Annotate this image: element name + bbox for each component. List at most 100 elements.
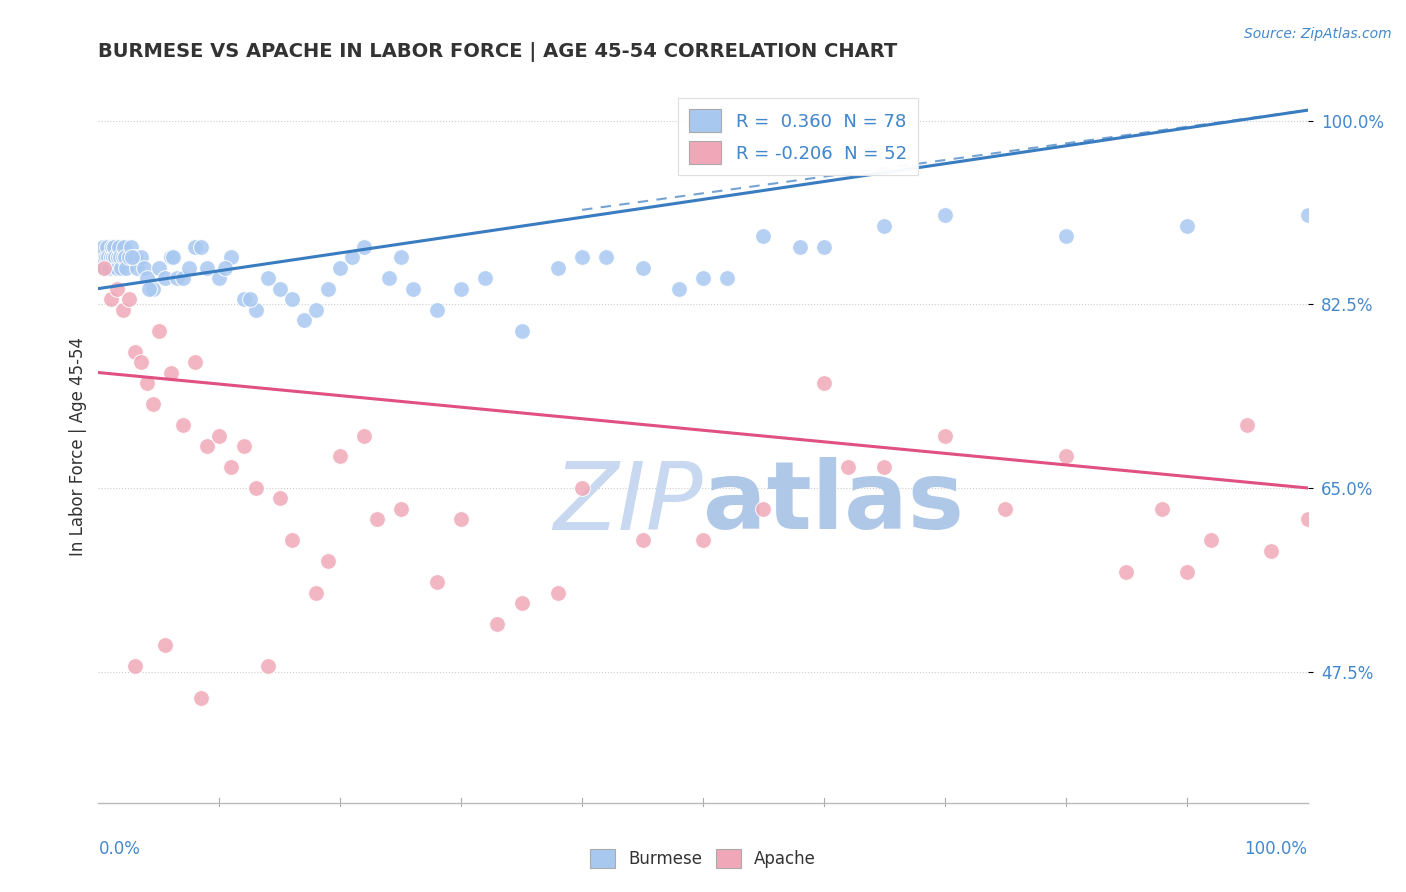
Point <box>124 344 146 359</box>
Text: BURMESE VS APACHE IN LABOR FORCE | AGE 45-54 CORRELATION CHART: BURMESE VS APACHE IN LABOR FORCE | AGE 4… <box>98 43 897 62</box>
Point <box>269 282 291 296</box>
Text: 0.0%: 0.0% <box>98 839 141 857</box>
Point <box>353 239 375 253</box>
Point <box>142 282 165 296</box>
Point <box>789 239 811 253</box>
Point <box>631 260 654 275</box>
Point <box>752 502 775 516</box>
Point <box>121 250 143 264</box>
Point <box>93 260 115 275</box>
Point <box>118 250 141 264</box>
Point <box>1115 565 1137 579</box>
Point <box>342 250 364 264</box>
Point <box>118 292 141 306</box>
Point <box>873 460 896 475</box>
Point <box>813 239 835 253</box>
Point <box>97 250 120 264</box>
Point <box>214 260 236 275</box>
Text: ZIP: ZIP <box>554 458 703 549</box>
Text: atlas: atlas <box>703 457 965 549</box>
Point <box>934 428 956 442</box>
Point <box>100 292 122 306</box>
Point <box>934 208 956 222</box>
Point <box>195 260 218 275</box>
Point <box>91 250 114 264</box>
Point <box>547 260 569 275</box>
Point <box>221 460 243 475</box>
Point <box>510 596 533 610</box>
Point <box>305 586 328 600</box>
Point <box>389 502 412 516</box>
Point <box>172 271 194 285</box>
Point <box>160 250 183 264</box>
Point <box>316 554 339 568</box>
Point <box>232 439 254 453</box>
Point <box>134 260 156 275</box>
Point <box>1236 417 1258 432</box>
Point <box>162 250 184 264</box>
Point <box>135 271 157 285</box>
Point <box>184 355 207 369</box>
Point <box>245 302 267 317</box>
Point <box>124 250 146 264</box>
Point <box>389 250 412 264</box>
Point <box>208 271 231 285</box>
Point <box>101 250 124 264</box>
Point <box>112 239 135 253</box>
Point <box>752 229 775 244</box>
Y-axis label: In Labor Force | Age 45-54: In Labor Force | Age 45-54 <box>69 336 87 556</box>
Point <box>184 239 207 253</box>
Point <box>103 239 125 253</box>
Legend: R =  0.360  N = 78, R = -0.206  N = 52: R = 0.360 N = 78, R = -0.206 N = 52 <box>678 98 918 176</box>
Point <box>166 271 188 285</box>
Point <box>813 376 835 390</box>
Point <box>153 271 176 285</box>
Point <box>148 260 170 275</box>
Point <box>353 428 375 442</box>
Point <box>160 366 183 380</box>
Point <box>595 250 617 264</box>
Point <box>547 586 569 600</box>
Point <box>716 271 738 285</box>
Point <box>245 481 267 495</box>
Point <box>256 659 278 673</box>
Point <box>148 324 170 338</box>
Point <box>571 481 593 495</box>
Point <box>450 512 472 526</box>
Point <box>1296 208 1319 222</box>
Point <box>366 512 388 526</box>
Point <box>256 271 278 285</box>
Point <box>1175 219 1198 233</box>
Point <box>692 533 714 548</box>
Point <box>1260 544 1282 558</box>
Point <box>114 250 136 264</box>
Point <box>426 302 449 317</box>
Point <box>108 250 131 264</box>
Point <box>129 355 152 369</box>
Point <box>305 302 328 317</box>
Point <box>94 250 117 264</box>
Point <box>135 376 157 390</box>
Point <box>107 250 129 264</box>
Point <box>837 460 859 475</box>
Point <box>124 659 146 673</box>
Point <box>108 239 131 253</box>
Point <box>1175 565 1198 579</box>
Point <box>692 271 714 285</box>
Point <box>1152 502 1174 516</box>
Point <box>1054 229 1077 244</box>
Point <box>510 324 533 338</box>
Point <box>195 439 218 453</box>
Point <box>110 260 132 275</box>
Point <box>377 271 399 285</box>
Point <box>179 260 201 275</box>
Point <box>96 239 118 253</box>
Point <box>120 239 142 253</box>
Point <box>1199 533 1222 548</box>
Point <box>402 282 425 296</box>
Point <box>104 250 127 264</box>
Point <box>105 282 128 296</box>
Point <box>426 575 449 590</box>
Point <box>571 250 593 264</box>
Point <box>172 417 194 432</box>
